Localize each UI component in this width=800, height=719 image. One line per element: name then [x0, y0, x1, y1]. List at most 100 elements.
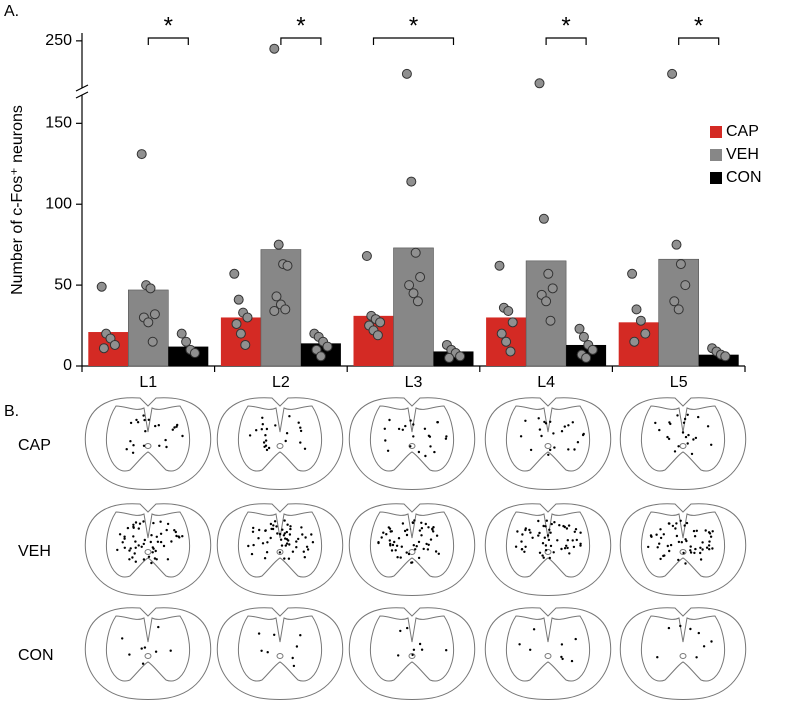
neuron-dot — [518, 643, 521, 646]
neuron-dot — [169, 649, 172, 652]
neuron-dot — [541, 542, 545, 545]
neuron-dot — [287, 539, 290, 542]
central-canal — [276, 653, 284, 659]
neuron-dot — [260, 649, 263, 652]
significance-bracket — [147, 37, 189, 45]
neuron-dot — [552, 432, 555, 435]
data-point — [587, 344, 598, 355]
data-point — [242, 312, 253, 323]
neuron-dot — [383, 427, 386, 430]
neuron-dot — [403, 529, 407, 533]
neuron-dot — [412, 544, 415, 547]
neuron-dot — [384, 439, 387, 442]
neuron-dot — [710, 443, 713, 446]
neuron-dot — [286, 523, 289, 526]
neuron-dot — [655, 533, 658, 536]
x-tick-label: L2 — [272, 374, 290, 391]
neuron-dot — [695, 529, 698, 532]
legend-label: CON — [726, 169, 762, 186]
neuron-dot — [671, 524, 675, 528]
neuron-dot — [677, 540, 681, 544]
cord-section — [348, 607, 476, 700]
neuron-dot — [707, 544, 711, 547]
neuron-dot — [288, 543, 291, 546]
neuron-dot — [269, 536, 272, 540]
neuron-dot — [262, 441, 266, 444]
data-point — [231, 318, 242, 329]
neuron-dot — [252, 526, 255, 530]
neuron-dot — [263, 557, 267, 560]
neuron-dot — [574, 528, 578, 531]
neuron-dot — [683, 524, 686, 527]
neuron-dot — [282, 534, 286, 537]
cord-outline — [619, 607, 747, 700]
neuron-dot — [521, 533, 524, 536]
neuron-dot — [295, 540, 298, 543]
neuron-dot — [549, 420, 552, 423]
neuron-dot — [425, 542, 428, 546]
neuron-dot — [575, 538, 578, 542]
axis-break — [75, 84, 89, 99]
neuron-dot — [579, 542, 582, 545]
neuron-dot — [422, 547, 425, 551]
cord-section — [619, 397, 747, 490]
neuron-dot — [401, 428, 404, 431]
neuron-dot — [281, 528, 284, 531]
neuron-dot — [295, 546, 298, 549]
neuron-dot — [257, 537, 260, 540]
neuron-dot — [412, 648, 416, 651]
y-tick-label: 50 — [54, 276, 72, 293]
neuron-dot — [164, 438, 167, 442]
neuron-dot — [686, 413, 689, 416]
data-point — [505, 346, 516, 357]
neuron-dot — [673, 450, 677, 453]
neuron-dot — [264, 439, 268, 442]
neuron-dot — [304, 536, 307, 539]
neuron-dot — [129, 440, 132, 443]
neuron-dot — [305, 545, 309, 548]
central-canal — [408, 549, 416, 555]
neuron-dot — [437, 552, 440, 555]
neuron-dot — [274, 424, 277, 427]
bar — [618, 322, 659, 366]
neuron-dot — [181, 434, 184, 438]
significance-bracket — [678, 37, 720, 45]
neuron-dot — [711, 547, 714, 550]
neuron-dot — [143, 646, 147, 649]
neuron-dot — [264, 434, 267, 437]
neuron-dot — [435, 534, 439, 537]
neuron-dot — [523, 550, 526, 553]
neuron-dot — [134, 521, 138, 524]
data-point — [538, 213, 549, 224]
neuron-dot — [283, 519, 286, 522]
panel-label: B. — [4, 403, 19, 420]
neuron-dot — [247, 544, 250, 548]
grey-matter — [237, 511, 323, 578]
cord-section — [216, 503, 344, 596]
neuron-dot — [299, 426, 302, 429]
data-point — [680, 280, 691, 291]
y-tick-label: 150 — [45, 115, 72, 132]
neuron-dot — [689, 549, 692, 552]
neuron-dot — [693, 551, 696, 555]
neuron-dot — [175, 534, 178, 538]
neuron-dot — [132, 535, 135, 538]
neuron-dot — [405, 551, 408, 554]
neuron-dot — [299, 429, 303, 433]
neuron-dot — [560, 643, 564, 646]
data-point — [635, 315, 646, 326]
data-point — [543, 268, 554, 279]
neuron-dot — [261, 423, 264, 426]
neuron-dot — [697, 631, 700, 635]
neuron-dot — [679, 624, 682, 628]
data-point — [640, 328, 651, 339]
neuron-dot — [429, 445, 432, 448]
data-point — [406, 176, 417, 187]
neuron-dot — [432, 530, 435, 533]
neuron-dot — [548, 556, 551, 560]
row-label: VEH — [18, 543, 51, 560]
neuron-dot — [693, 535, 697, 538]
data-point — [404, 280, 415, 291]
central-canal — [276, 443, 284, 449]
neuron-dot — [675, 534, 679, 538]
